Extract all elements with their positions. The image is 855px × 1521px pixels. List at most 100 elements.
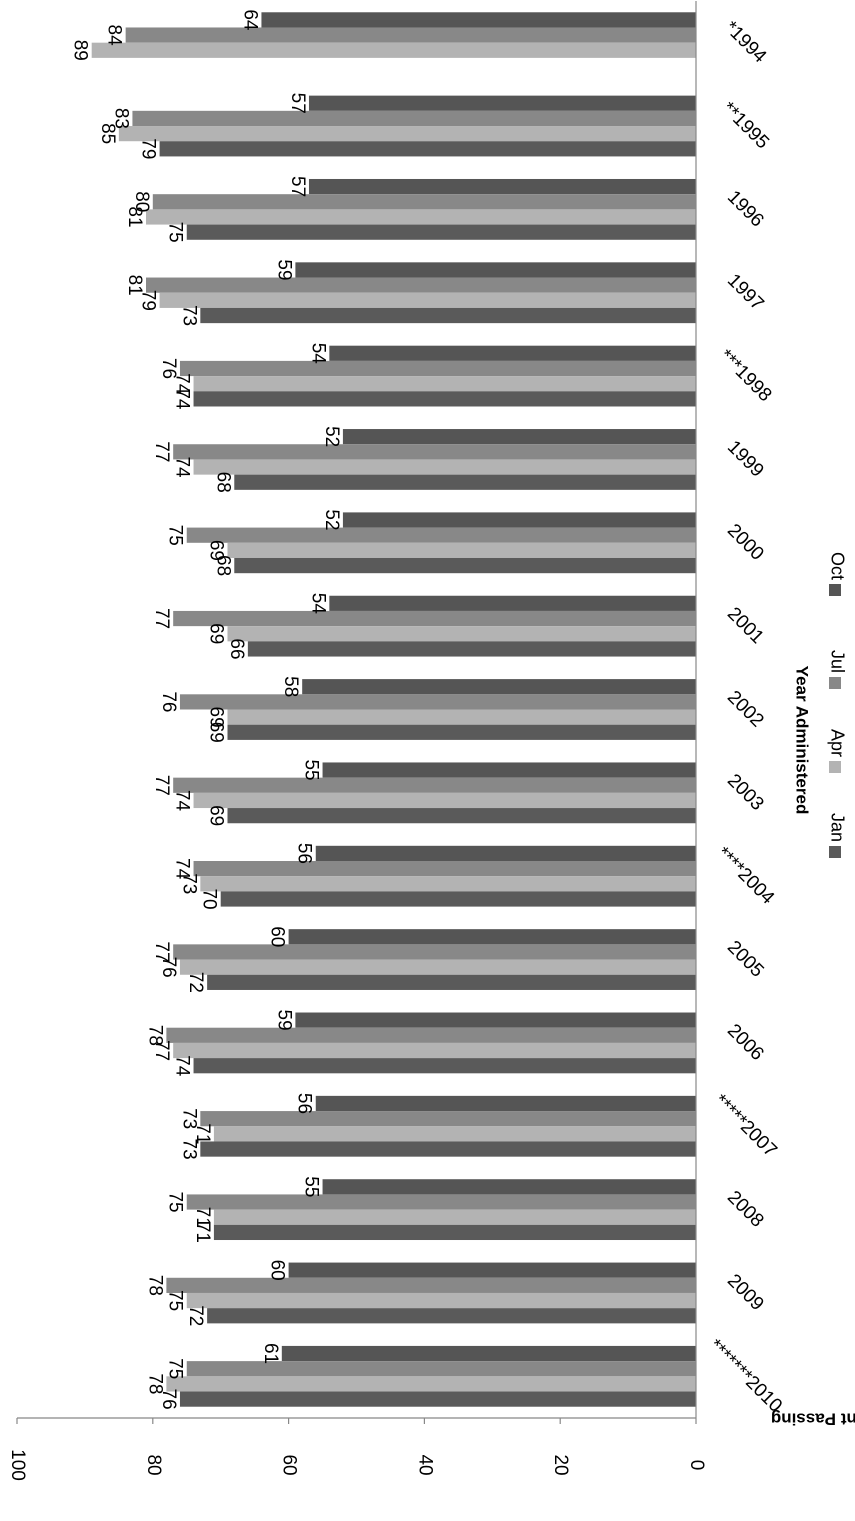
category-label: ***1998 (715, 346, 775, 406)
bar-jul (146, 277, 696, 293)
data-label-jan: 73 (178, 305, 199, 326)
category-label: *1994 (720, 17, 770, 67)
bar-jan (193, 1058, 697, 1074)
bar-apr (200, 876, 696, 892)
value-axis-tick-label: 40 (414, 1454, 435, 1475)
data-label-jul: 75 (165, 525, 186, 546)
data-label-oct: 57 (287, 176, 308, 197)
bar-apr (166, 1376, 696, 1392)
bar-jul (186, 527, 696, 543)
category-label: 2008 (723, 1187, 768, 1232)
bar-apr (213, 1126, 696, 1142)
category-label: 1996 (723, 187, 768, 232)
bar-jul (186, 1361, 696, 1377)
category-label: 1999 (723, 437, 768, 482)
value-axis-tick-label: 100 (7, 1449, 28, 1481)
bar-oct (288, 1262, 696, 1278)
legend-label-oct: Oct (827, 552, 847, 580)
data-label-jan: 76 (158, 1389, 179, 1410)
data-label-apr: 74 (172, 456, 193, 478)
data-label-oct: 61 (260, 1343, 281, 1364)
value-axis-tick-label: 0 (686, 1460, 707, 1471)
bar-jan (247, 641, 697, 657)
bar-apr (173, 1042, 697, 1059)
data-label-apr: 85 (97, 123, 118, 144)
bar-oct (342, 512, 696, 528)
data-label-oct: 58 (280, 676, 301, 697)
data-label-apr: 74 (172, 790, 193, 812)
legend-swatch-oct (829, 584, 841, 596)
category-label: 2006 (723, 1020, 768, 1065)
data-label-oct: 54 (307, 593, 328, 615)
x-axis-title: Year Administered (793, 666, 812, 815)
bar-apr (179, 959, 696, 975)
data-label-jul: 78 (144, 1025, 165, 1046)
data-label-jul: 77 (151, 441, 172, 462)
category-label: 2009 (723, 1270, 768, 1315)
data-label-apr: 69 (205, 707, 226, 728)
bar-jul (132, 110, 696, 127)
data-label-oct: 60 (267, 1260, 288, 1281)
bar-apr (227, 542, 697, 558)
bar-apr (213, 1209, 696, 1225)
bar-oct (342, 429, 696, 445)
bar-apr (227, 709, 697, 725)
data-label-jul: 77 (151, 941, 172, 962)
data-label-jan: 73 (178, 1138, 199, 1159)
bar-jan (200, 1141, 696, 1157)
data-label-jul: 77 (151, 775, 172, 796)
data-label-jan: 72 (185, 1305, 206, 1326)
data-label-apr: 78 (144, 1373, 165, 1394)
data-label-apr: 73 (178, 873, 199, 894)
data-label-jul: 75 (165, 1358, 186, 1379)
legend-label-apr: Apr (827, 729, 847, 757)
category-label: 2001 (723, 603, 768, 648)
data-label-apr: 76 (158, 957, 179, 978)
bar-jul (193, 861, 697, 877)
bar-jul (125, 27, 696, 43)
bar-jan (227, 724, 697, 740)
bar-jan (200, 307, 696, 324)
bar-oct (308, 178, 696, 195)
data-label-oct: 64 (239, 9, 260, 31)
bar-apr (227, 626, 697, 642)
data-label-apr: 79 (138, 290, 159, 311)
bar-jul (173, 444, 697, 460)
bar-oct (295, 262, 696, 278)
y-axis-title: Percent Passing (771, 1410, 855, 1429)
data-label-apr: 69 (205, 540, 226, 561)
bar-apr (193, 459, 697, 475)
data-label-oct: 56 (294, 1093, 315, 1114)
data-label-oct: 59 (273, 1010, 294, 1031)
legend-swatch-jul (829, 677, 841, 689)
bar-apr (186, 1292, 696, 1309)
bar-oct (308, 95, 696, 111)
category-label: 2003 (723, 770, 768, 815)
legend-label-jan: Jan (827, 813, 847, 842)
bar-oct (302, 679, 696, 695)
bar-apr (159, 292, 697, 308)
bar-jan (207, 974, 696, 990)
bar-jan (193, 391, 697, 407)
data-label-oct: 56 (294, 843, 315, 864)
data-label-jul: 78 (144, 1275, 165, 1296)
bar-jul (173, 610, 697, 627)
data-label-jul: 77 (151, 608, 172, 629)
bar-oct (329, 345, 696, 361)
data-label-apr: 71 (192, 1207, 213, 1228)
bar-jul (179, 360, 696, 377)
data-label-jul: 74 (172, 858, 193, 880)
data-label-jan: 72 (185, 972, 206, 993)
data-label-jan: 66 (226, 638, 247, 659)
bar-jan (159, 141, 697, 157)
data-label-jul: 76 (158, 691, 179, 712)
data-label-jan: 69 (205, 722, 226, 743)
data-label-oct: 59 (273, 259, 294, 280)
bar-apr (91, 42, 696, 58)
bar-jul (166, 1027, 696, 1043)
data-label-apr: 69 (205, 623, 226, 644)
data-label-apr: 71 (192, 1123, 213, 1144)
legend-swatch-apr (829, 761, 841, 773)
